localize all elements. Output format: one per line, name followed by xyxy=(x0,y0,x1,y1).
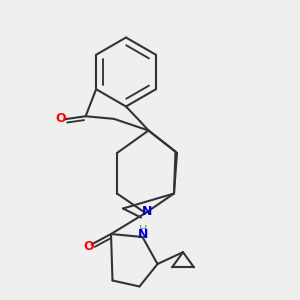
Text: N: N xyxy=(142,205,152,218)
Text: H: H xyxy=(139,225,147,236)
Text: O: O xyxy=(83,239,94,253)
Text: O: O xyxy=(56,112,66,125)
Text: N: N xyxy=(138,228,148,241)
